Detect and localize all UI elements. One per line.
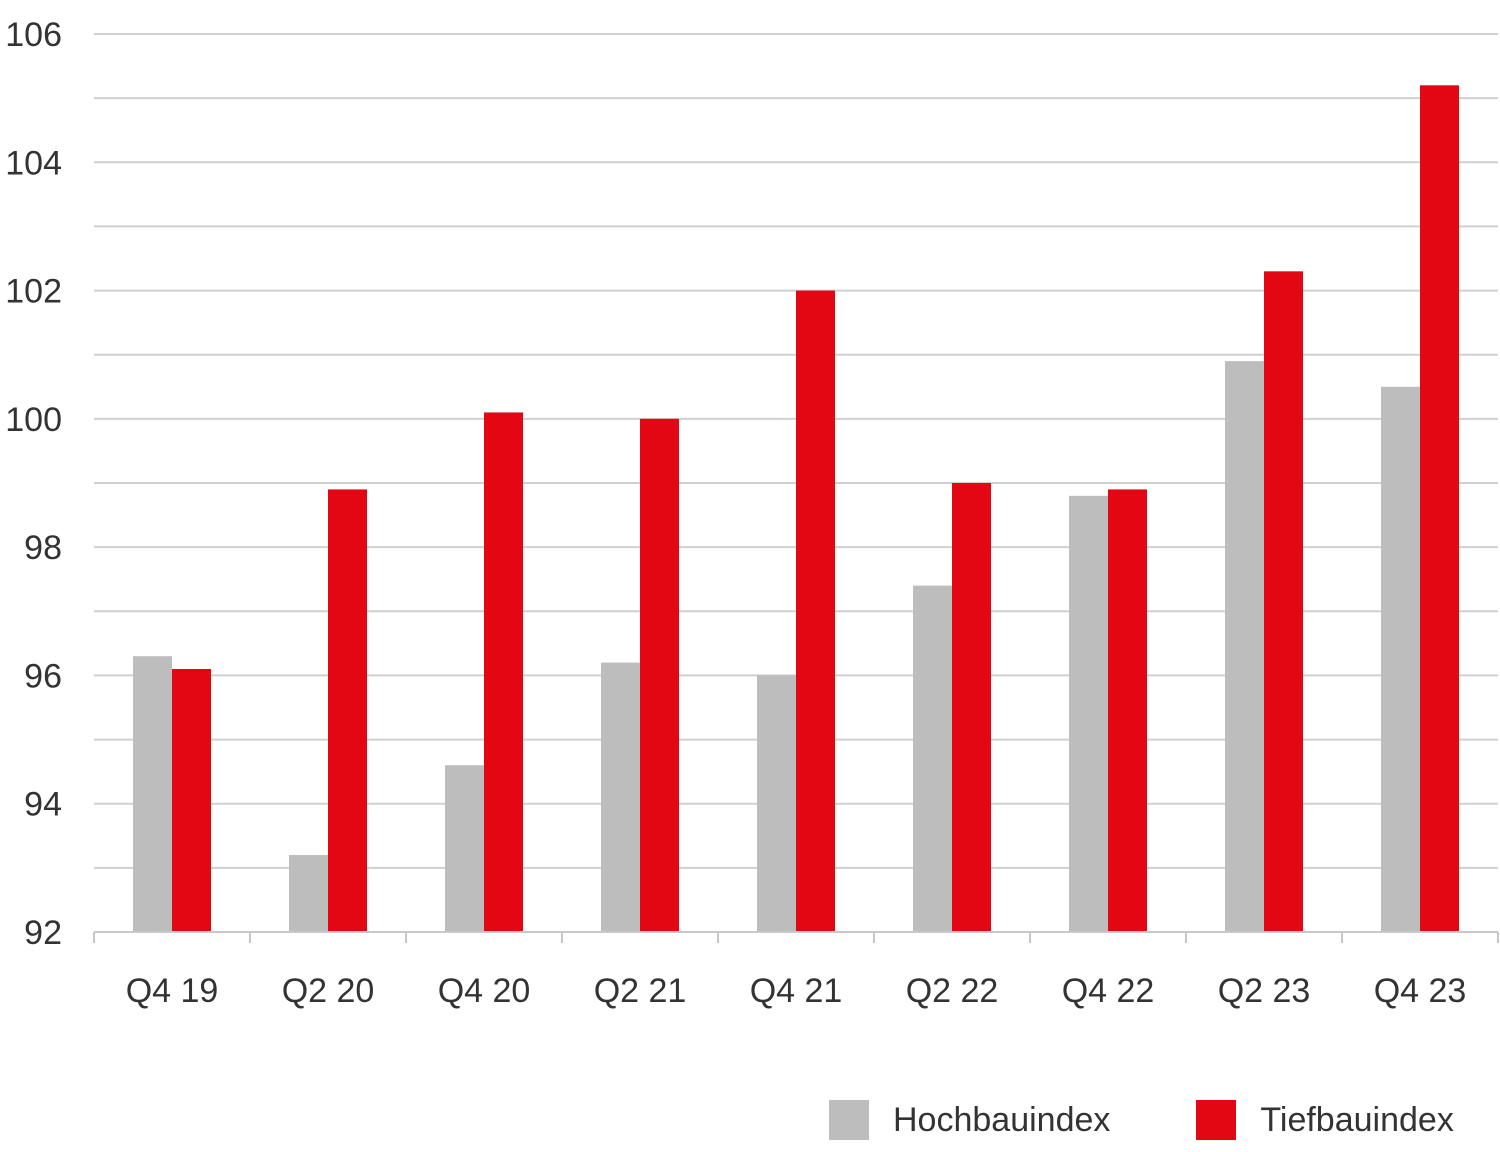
legend-item-tiefbauindex: Tiefbauindex [1196, 1100, 1454, 1140]
bar-tiefbauindex-3 [640, 418, 679, 932]
y-tick-label: 102 [5, 273, 62, 311]
legend-swatch-tiefbauindex [1196, 1100, 1237, 1140]
x-axis [93, 931, 1499, 943]
x-tick-label: Q4 23 [1374, 972, 1467, 1010]
legend-swatch-hochbauindex [829, 1100, 869, 1140]
bar-hochbauindex-1 [289, 855, 328, 932]
legend-item-hochbauindex: Hochbauindex [829, 1100, 1110, 1140]
y-tick-label: 98 [24, 529, 62, 567]
x-tick-label: Q2 22 [906, 972, 999, 1010]
bar-hochbauindex-0 [133, 656, 172, 932]
y-tick-label: 106 [5, 16, 62, 54]
y-tick-label: 96 [24, 657, 62, 695]
bar-tiefbauindex-8 [1420, 85, 1459, 933]
legend: Hochbauindex Tiefbauindex [829, 1100, 1454, 1140]
bar-tiefbauindex-4 [796, 290, 835, 933]
bar-tiefbauindex-5 [952, 483, 991, 932]
bar-tiefbauindex-7 [1264, 271, 1303, 932]
bar-hochbauindex-3 [601, 662, 640, 932]
x-tick-label: Q4 21 [750, 972, 843, 1010]
bar-tiefbauindex-0 [172, 669, 211, 932]
x-tick-label: Q2 21 [594, 972, 687, 1010]
y-tick-label: 100 [5, 401, 62, 439]
bar-hochbauindex-4 [757, 675, 796, 932]
bar-hochbauindex-8 [1381, 386, 1420, 932]
x-axis-tick-labels: Q4 19 Q2 20 Q4 20 Q2 21 Q4 21 Q2 22 Q4 22 Q2 23… [126, 972, 1467, 1010]
bar-hochbauindex-5 [913, 585, 952, 932]
bar-hochbauindex-2 [445, 765, 484, 932]
y-tick-label: 104 [5, 144, 62, 182]
y-axis-tick-labels: 92 94 96 98 100 102 104 106 [5, 16, 62, 952]
x-tick-label: Q4 20 [438, 972, 531, 1010]
bar-hochbauindex-7 [1225, 361, 1264, 933]
x-tick-label: Q2 23 [1218, 972, 1311, 1010]
x-tick-label: Q4 22 [1062, 972, 1155, 1010]
y-tick-label: 94 [24, 786, 62, 824]
y-tick-label: 92 [24, 914, 62, 952]
legend-label-tiefbauindex: Tiefbauindex [1260, 1100, 1454, 1139]
legend-label-hochbauindex: Hochbauindex [893, 1100, 1111, 1139]
bar-tiefbauindex-6 [1108, 489, 1147, 932]
bar-hochbauindex-6 [1069, 495, 1108, 932]
bars [133, 85, 1459, 933]
bar-tiefbauindex-2 [484, 412, 523, 932]
x-tick-label: Q4 19 [126, 972, 219, 1010]
bar-tiefbauindex-1 [328, 489, 367, 932]
x-tick-label: Q2 20 [282, 972, 375, 1010]
